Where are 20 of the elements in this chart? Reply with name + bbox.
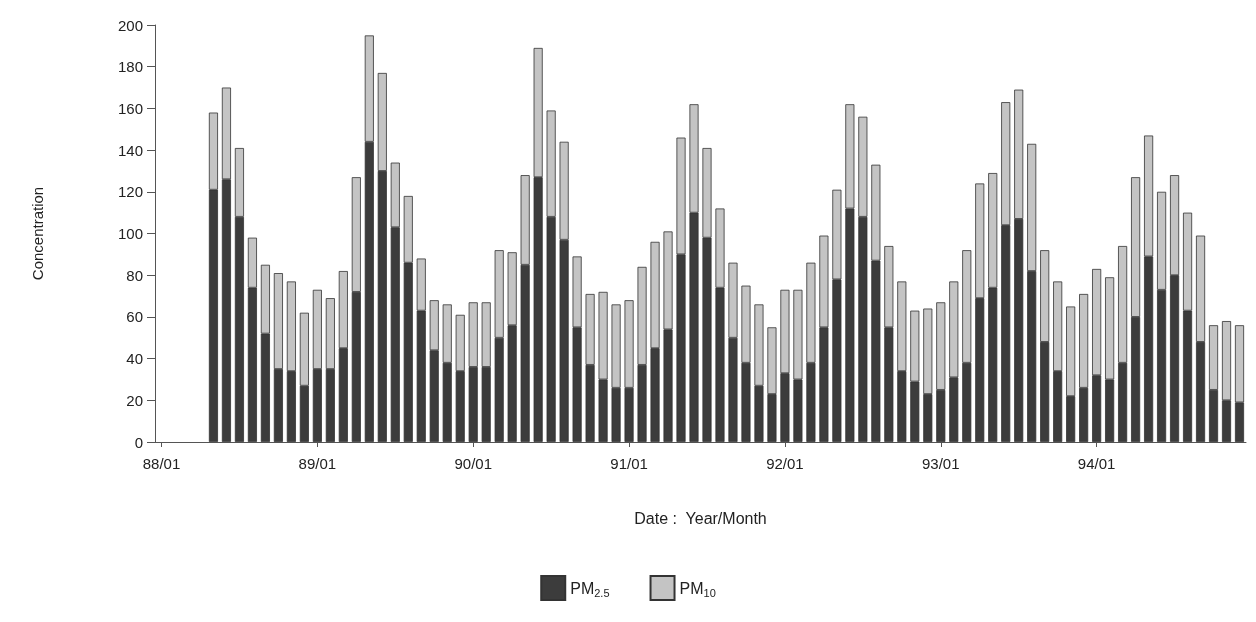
x-tick-label: 89/01 — [298, 455, 337, 472]
y-tick-label: 180 — [117, 58, 143, 76]
y-tick-label: 40 — [126, 350, 143, 368]
y-tick-label: 100 — [117, 225, 143, 242]
x-axis-title: Date : Year/Month — [634, 509, 767, 527]
x-tick-label: 92/01 — [766, 455, 804, 472]
y-axis-title: Concentration — [29, 186, 46, 281]
y-tick-label: 160 — [117, 99, 143, 117]
x-tick-label: 88/01 — [142, 455, 181, 472]
y-tick-label: 140 — [117, 141, 143, 159]
y-tick-label: 120 — [117, 183, 143, 201]
x-tick-label: 91/01 — [610, 455, 648, 472]
x-tick-label: 94/01 — [1077, 455, 1116, 472]
x-tick-label: 93/01 — [922, 455, 960, 472]
y-tick-label: 20 — [126, 391, 143, 409]
y-tick-label: 80 — [126, 266, 143, 284]
y-tick-label: 0 — [134, 433, 143, 451]
x-tick-label: 90/01 — [454, 455, 492, 472]
y-tick-label: 60 — [126, 308, 143, 326]
y-tick-label: 200 — [117, 16, 143, 34]
